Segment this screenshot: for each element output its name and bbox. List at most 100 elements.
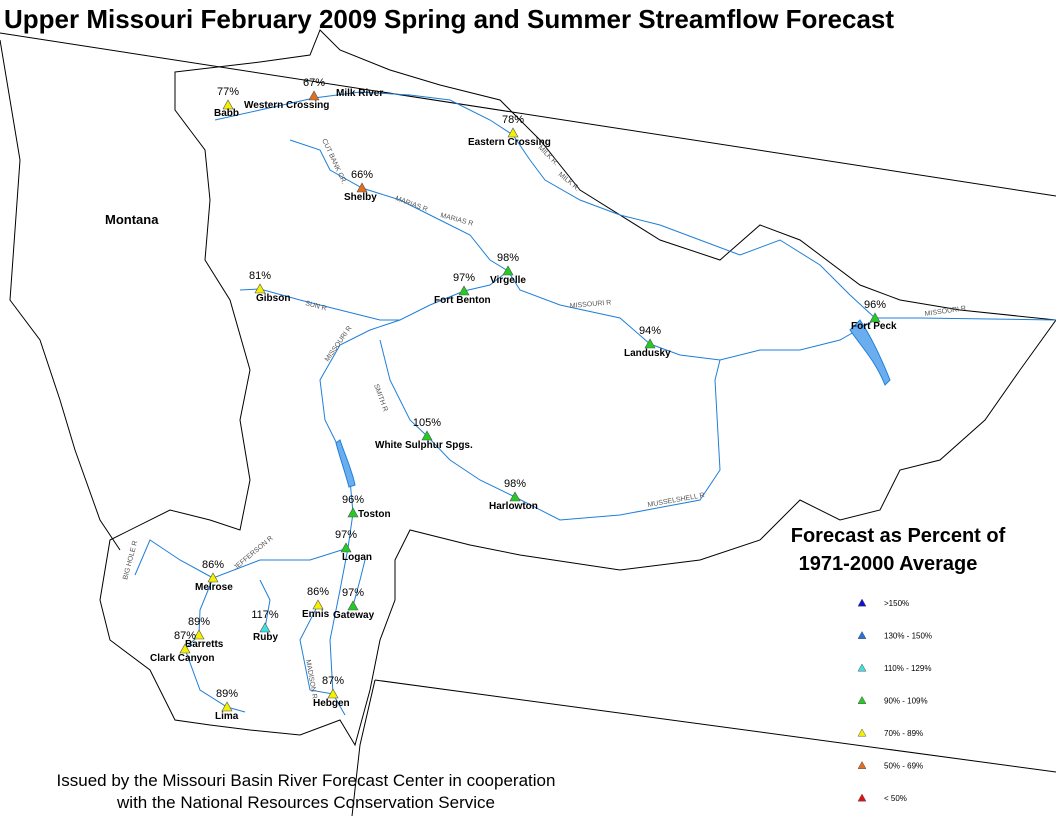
station-name: Western Crossing <box>244 100 329 111</box>
legend-label: 90% - 109% <box>884 697 928 706</box>
station-marker <box>347 507 359 518</box>
station-percent: 86% <box>307 586 329 598</box>
station-marker <box>644 338 656 349</box>
legend-title: 1971-2000 Average <box>799 553 978 575</box>
legend-title: Forecast as Percent of <box>791 525 1006 547</box>
station-name: Gibson <box>256 293 290 304</box>
station-name: Landusky <box>624 348 671 359</box>
station-marker <box>421 430 433 441</box>
station-name: Virgelle <box>490 275 526 286</box>
river <box>352 559 366 607</box>
station-name: Ruby <box>253 632 278 643</box>
river <box>299 604 334 695</box>
river-label: Milk River <box>336 88 383 99</box>
river <box>259 579 271 629</box>
station-marker <box>222 99 234 110</box>
station-percent: 94% <box>639 325 661 337</box>
station-marker <box>308 90 320 101</box>
footer-line: with the National Resources Conservation… <box>116 793 495 812</box>
station-percent: 86% <box>202 559 224 571</box>
station-name: Lima <box>215 711 239 722</box>
station-name: White Sulphur Spgs. <box>375 440 473 451</box>
station-marker <box>347 600 359 611</box>
station-percent: 97% <box>335 529 357 541</box>
station-percent: 78% <box>502 114 524 126</box>
station-percent: 67% <box>303 77 325 89</box>
station-percent: 87% <box>174 630 196 642</box>
legend-label: 130% - 150% <box>884 632 932 641</box>
river-label: MISSOURI R <box>570 299 612 310</box>
state-border <box>351 679 376 816</box>
legend-marker <box>857 663 867 672</box>
legend-marker <box>857 728 867 737</box>
station-marker <box>340 542 352 553</box>
station-marker <box>869 312 881 323</box>
legend-marker <box>857 598 867 607</box>
station-marker <box>179 643 191 654</box>
station-name: Eastern Crossing <box>468 137 551 148</box>
station-percent: 77% <box>217 86 239 98</box>
station-name: Fort Peck <box>851 321 897 332</box>
legend-label: 50% - 69% <box>884 762 923 771</box>
station-percent: 81% <box>249 270 271 282</box>
state-border <box>0 39 121 551</box>
station-marker <box>356 182 368 193</box>
station-name: Ennis <box>302 609 330 620</box>
station-percent: 98% <box>504 478 526 490</box>
station-marker <box>254 283 266 294</box>
legend-marker <box>857 695 867 704</box>
station-name: Melrose <box>195 582 233 593</box>
station-name: Hebgen <box>313 698 350 709</box>
reservoir <box>335 439 356 488</box>
station-percent: 89% <box>216 688 238 700</box>
legend-marker <box>857 760 867 769</box>
station-name: Shelby <box>344 192 377 203</box>
station-name: Logan <box>342 552 372 563</box>
canada-border <box>0 32 1056 197</box>
legend-label: 110% - 129% <box>884 664 931 673</box>
legend-label: 70% - 89% <box>884 729 923 738</box>
station-marker <box>221 701 233 712</box>
station-percent: 97% <box>453 272 475 284</box>
station-percent: 96% <box>864 299 886 311</box>
river <box>214 91 1056 321</box>
station-name: Fort Benton <box>434 295 491 306</box>
station-name: Babb <box>214 108 239 119</box>
state-border <box>374 679 1056 773</box>
station-marker <box>207 572 219 583</box>
station-percent: 89% <box>188 616 210 628</box>
station-marker <box>259 622 271 633</box>
station-name: Toston <box>358 509 391 520</box>
station-marker <box>507 127 519 138</box>
legend-marker <box>857 793 867 802</box>
state-label: Montana <box>105 212 159 227</box>
legend-label: < 50% <box>884 794 907 803</box>
station-percent: 98% <box>497 252 519 264</box>
station-marker <box>327 688 339 699</box>
legend-marker <box>857 630 867 639</box>
station-marker <box>502 265 514 276</box>
station-percent: 117% <box>251 609 279 621</box>
legend-label: >150% <box>884 599 909 608</box>
station-name: Gateway <box>333 610 375 621</box>
station-name: Barretts <box>185 639 224 650</box>
footer-line: Issued by the Missouri Basin River Forec… <box>57 771 556 790</box>
station-percent: 105% <box>413 417 441 429</box>
station-percent: 87% <box>322 675 344 687</box>
river <box>184 547 349 713</box>
basin-boundary <box>99 29 1056 747</box>
station-marker <box>458 285 470 296</box>
reservoir <box>849 319 891 386</box>
station-percent: 97% <box>342 587 364 599</box>
station-name: Clark Canyon <box>150 653 214 664</box>
river <box>239 270 509 321</box>
station-marker <box>193 629 205 640</box>
station-percent: 66% <box>351 169 373 181</box>
river <box>134 539 214 579</box>
station-name: Harlowton <box>489 501 538 512</box>
station-marker <box>312 599 324 610</box>
title: Upper Missouri February 2009 Spring and … <box>4 4 894 34</box>
station-marker <box>509 491 521 502</box>
